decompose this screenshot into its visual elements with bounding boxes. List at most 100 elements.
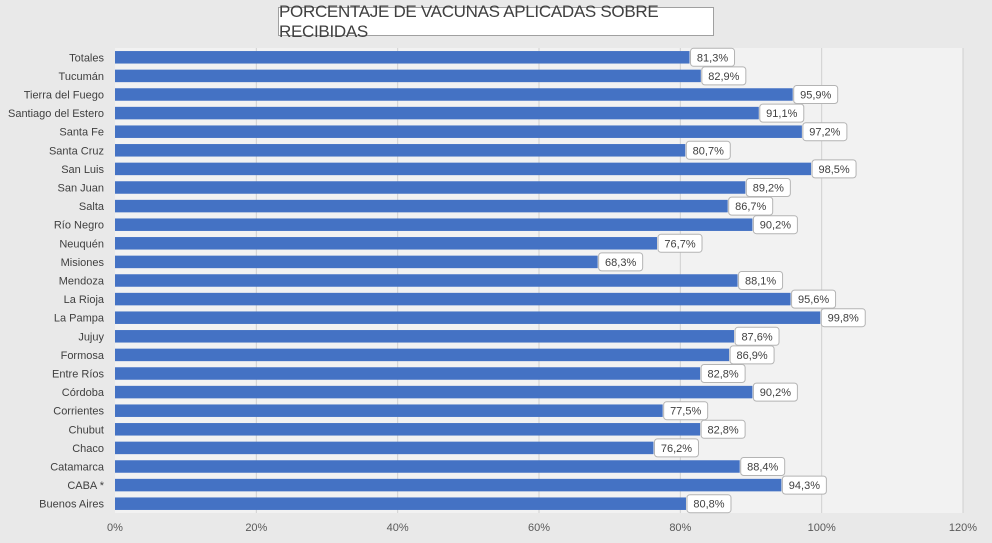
data-label-box (793, 85, 839, 104)
bar (115, 330, 735, 343)
data-label: 98,5% (818, 164, 849, 176)
data-label-box (759, 103, 805, 123)
y-tick-label: Jujuy (78, 331, 104, 343)
y-tick-label: CABA * (67, 480, 104, 492)
data-label: 68,3% (605, 257, 636, 269)
y-tick-label: Corrientes (53, 406, 104, 418)
y-tick-label: La Rioja (64, 294, 105, 306)
data-label-box (745, 178, 791, 197)
bar (115, 367, 701, 380)
bar (115, 404, 663, 417)
data-label-box (820, 308, 866, 328)
data-label: 77,5% (670, 406, 701, 418)
y-tick-label: Catamarca (50, 462, 105, 474)
x-tick-label: 0% (107, 522, 123, 534)
x-tick-label: 60% (528, 522, 550, 534)
data-label: 86,9% (736, 350, 767, 362)
data-label: 80,7% (693, 145, 724, 157)
y-tick-label: Mendoza (59, 276, 105, 288)
y-tick-label: Santa Cruz (49, 145, 104, 157)
bar (115, 144, 686, 157)
bar (115, 348, 730, 362)
bar (115, 385, 753, 399)
chart-title: PORCENTAJE DE VACUNAS APLICADAS SOBRE RE… (278, 2, 714, 41)
bar (115, 441, 654, 455)
x-tick-label: 20% (245, 522, 267, 534)
data-label-box (598, 252, 644, 272)
bar (115, 181, 746, 194)
y-tick-label: Buenos Aires (39, 499, 104, 511)
data-label: 82,8% (708, 369, 739, 381)
y-tick-label: Salta (79, 201, 105, 213)
data-label: 76,2% (661, 443, 692, 455)
data-label-box (657, 233, 703, 253)
bar (115, 106, 759, 120)
data-label: 81,3% (697, 52, 728, 64)
bar (115, 311, 821, 324)
data-label: 88,1% (745, 276, 776, 288)
data-label-box (701, 66, 747, 86)
data-label-box (738, 271, 784, 290)
bar (115, 125, 802, 138)
data-label-box (700, 419, 746, 439)
y-tick-label: Neuquén (59, 238, 104, 250)
data-label: 88,4% (747, 462, 778, 474)
data-label-box (752, 215, 798, 235)
y-tick-label: Entre Ríos (52, 369, 104, 381)
y-tick-label: San Luis (61, 164, 104, 176)
y-tick-label: Tierra del Fuego (24, 90, 104, 102)
y-tick-label: Tucumán (59, 71, 104, 83)
data-label: 94,3% (789, 480, 820, 492)
bar (115, 69, 701, 83)
data-label-box (811, 159, 857, 179)
data-label-box (700, 364, 746, 383)
x-tick-label: 80% (669, 522, 691, 534)
data-label-box (690, 47, 736, 67)
data-label: 90,2% (760, 220, 791, 232)
data-label-box (653, 438, 699, 458)
data-label: 97,2% (809, 127, 840, 139)
y-tick-label: Córdoba (62, 387, 105, 399)
bar (115, 51, 690, 64)
data-label-box (686, 494, 732, 514)
bar (115, 162, 812, 176)
data-label-box (728, 196, 774, 216)
data-label-box (734, 326, 780, 346)
y-tick-label: La Pampa (54, 313, 105, 325)
bar (115, 460, 740, 473)
data-label-box (663, 401, 709, 421)
data-label: 87,6% (741, 331, 772, 343)
data-label: 90,2% (760, 387, 791, 399)
y-tick-label: Río Negro (54, 220, 104, 232)
data-label: 82,8% (708, 424, 739, 436)
data-label-box (752, 382, 798, 402)
data-label: 82,9% (708, 71, 739, 83)
data-label: 86,7% (735, 201, 766, 213)
y-tick-label: Santiago del Estero (8, 108, 104, 120)
data-label-box (781, 475, 827, 495)
y-tick-label: Chubut (69, 424, 104, 436)
data-label-box (729, 345, 775, 365)
data-label-box (685, 140, 731, 160)
y-tick-label: Santa Fe (59, 127, 104, 139)
bar (115, 255, 598, 269)
x-tick-label: 40% (387, 522, 409, 534)
bar (115, 237, 658, 250)
bar (115, 292, 791, 306)
y-tick-label: Totales (69, 52, 104, 64)
data-label-box (740, 457, 786, 476)
x-tick-label: 100% (808, 522, 836, 534)
bar (115, 497, 686, 510)
data-label: 91,1% (766, 108, 797, 120)
data-label-box (791, 289, 837, 309)
data-label: 76,7% (664, 238, 695, 250)
bar (115, 218, 753, 231)
data-label: 95,6% (798, 294, 829, 306)
y-tick-label: Misiones (61, 257, 105, 269)
bar (115, 199, 728, 213)
bar (115, 88, 793, 101)
bar (115, 478, 782, 492)
data-label: 95,9% (800, 90, 831, 102)
